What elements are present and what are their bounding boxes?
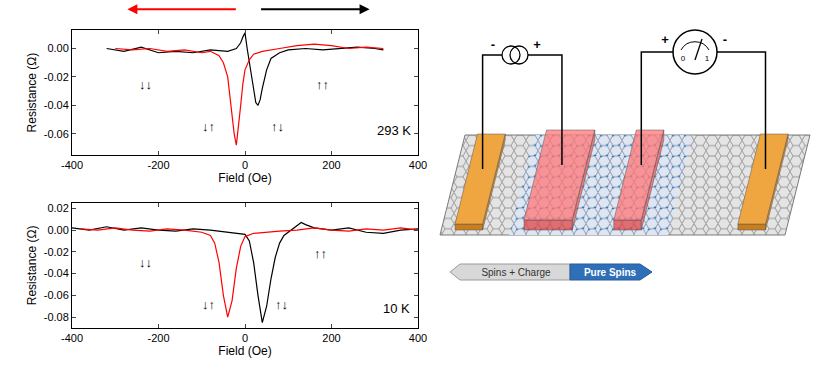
svg-text:↑↑: ↑↑ bbox=[316, 77, 329, 92]
svg-text:Resistance (Ω): Resistance (Ω) bbox=[25, 226, 39, 306]
svg-text:-400: -400 bbox=[61, 332, 83, 344]
svg-text:↓↑: ↓↑ bbox=[202, 297, 215, 312]
svg-text:-: - bbox=[491, 37, 495, 52]
svg-text:-0.06: -0.06 bbox=[44, 289, 69, 301]
svg-text:0.02: 0.02 bbox=[47, 202, 68, 214]
svg-text:Field (Oe): Field (Oe) bbox=[218, 171, 271, 185]
svg-text:0: 0 bbox=[242, 159, 248, 171]
svg-text:1: 1 bbox=[705, 54, 710, 63]
svg-text:↓↓: ↓↓ bbox=[139, 77, 152, 92]
svg-text:Spins + Charge: Spins + Charge bbox=[481, 267, 551, 278]
svg-text:↑↓: ↑↓ bbox=[275, 297, 288, 312]
svg-text:-200: -200 bbox=[147, 332, 169, 344]
svg-text:-0.02: -0.02 bbox=[44, 71, 69, 83]
svg-text:↑↓: ↑↓ bbox=[271, 119, 284, 134]
svg-text:-0.04: -0.04 bbox=[44, 267, 69, 279]
svg-text:400: 400 bbox=[409, 332, 427, 344]
svg-text:293 K: 293 K bbox=[377, 123, 411, 138]
svg-text:200: 200 bbox=[322, 332, 340, 344]
svg-text:-0.06: -0.06 bbox=[44, 128, 69, 140]
svg-text:-200: -200 bbox=[147, 159, 169, 171]
svg-text:10 K: 10 K bbox=[383, 301, 410, 316]
svg-text:0.00: 0.00 bbox=[47, 42, 68, 54]
svg-text:400: 400 bbox=[409, 159, 427, 171]
svg-text:+: + bbox=[661, 32, 669, 47]
svg-text:-0.02: -0.02 bbox=[44, 246, 69, 258]
svg-text:Pure Spins: Pure Spins bbox=[584, 267, 637, 278]
svg-text:Resistance (Ω): Resistance (Ω) bbox=[25, 53, 39, 133]
svg-text:-0.04: -0.04 bbox=[44, 99, 69, 111]
svg-text:↑↑: ↑↑ bbox=[314, 246, 327, 261]
svg-text:+: + bbox=[533, 37, 541, 52]
svg-text:0: 0 bbox=[242, 332, 248, 344]
svg-text:-400: -400 bbox=[61, 159, 83, 171]
svg-text:-0.08: -0.08 bbox=[44, 311, 69, 323]
svg-text:0: 0 bbox=[681, 54, 686, 63]
svg-text:↓↑: ↓↑ bbox=[202, 119, 215, 134]
svg-text:Field (Oe): Field (Oe) bbox=[218, 344, 271, 358]
svg-text:↓↓: ↓↓ bbox=[139, 255, 152, 270]
svg-text:200: 200 bbox=[322, 159, 340, 171]
svg-text:-: - bbox=[723, 32, 727, 47]
svg-text:0.00: 0.00 bbox=[47, 224, 68, 236]
